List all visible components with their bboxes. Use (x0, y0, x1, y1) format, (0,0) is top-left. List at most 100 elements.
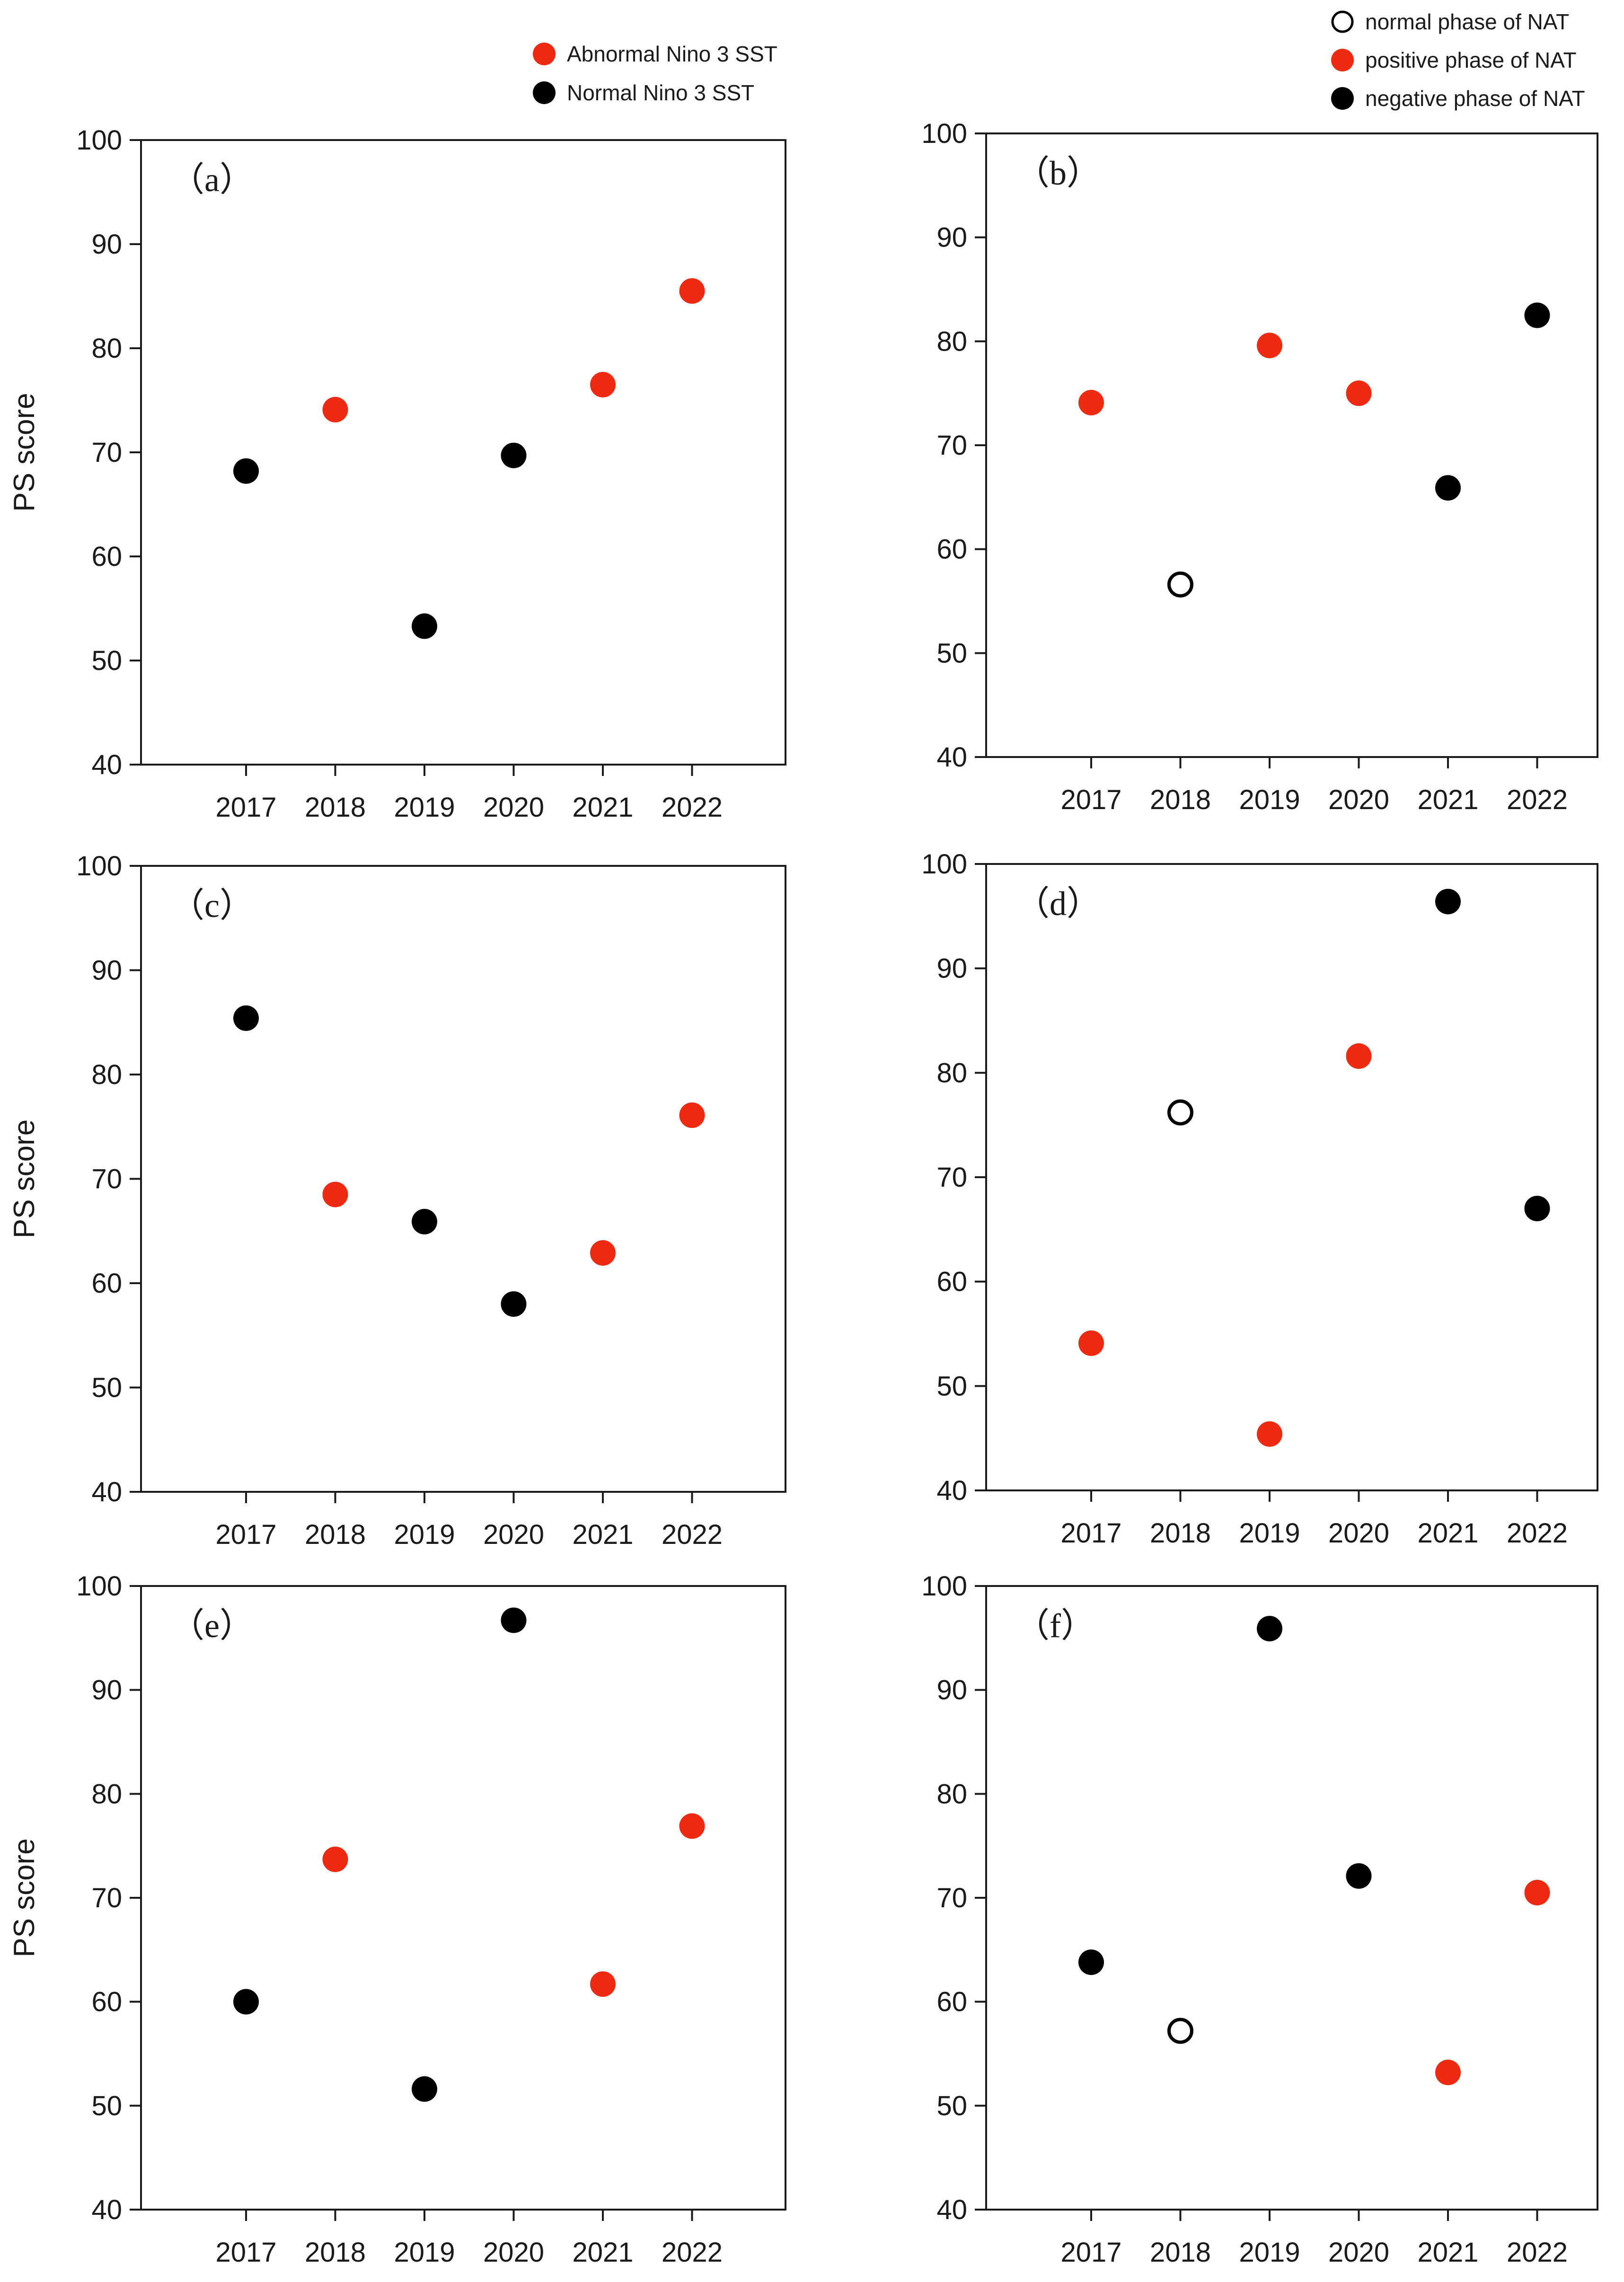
x-tick-label: 2020 (483, 2237, 544, 2268)
x-tick-label: 2021 (572, 2237, 633, 2268)
plot-frame (140, 139, 786, 766)
data-point-2019 (1257, 1421, 1282, 1447)
x-tick-label: 2019 (394, 792, 455, 823)
data-point-2019 (1257, 1616, 1282, 1642)
data-point-2022 (1524, 1196, 1550, 1222)
x-tick-label: 2019 (1239, 2237, 1300, 2268)
x-tick-label: 2022 (662, 1519, 723, 1550)
y-tick-label: 40 (936, 1475, 967, 1506)
panel-e: 40 50 60 70 80 90 100 2017 2018 2019 2020 2021 2022 P… (8, 1571, 786, 2268)
y-tick-label: 100 (76, 851, 122, 881)
y-tick-label: 90 (936, 953, 967, 984)
data-point-2018 (1167, 2018, 1193, 2044)
y-tick-label: 60 (936, 1267, 967, 1297)
data-point-2017 (1078, 1330, 1104, 1356)
x-tick-label: 2017 (215, 792, 276, 823)
panel-d: 40 50 60 70 80 90 100 2017 2018 2019 2020 2021 2022 （… (921, 849, 1598, 1549)
x-tick-label: 2017 (1060, 1518, 1121, 1549)
data-point-2022 (679, 1813, 705, 1839)
y-tick-label: 80 (91, 333, 122, 364)
x-tick-label: 2021 (1417, 2237, 1478, 2268)
legend-marker (1331, 49, 1354, 71)
plot-frame (140, 1585, 786, 2211)
y-tick-label: 70 (91, 437, 122, 468)
data-point-2021 (1435, 475, 1461, 501)
data-point-2021 (1435, 2060, 1461, 2086)
x-tick-label: 2022 (662, 2237, 723, 2268)
data-point-2022 (679, 278, 705, 304)
data-point-2018 (322, 1846, 348, 1872)
y-tick-label: 90 (91, 955, 122, 986)
legend-marker (1331, 87, 1354, 110)
data-point-2020 (501, 442, 527, 468)
y-tick-label: 90 (936, 1675, 967, 1706)
data-point-2021 (590, 372, 616, 397)
plot-frame (140, 865, 786, 1493)
x-tick-label: 2022 (662, 792, 723, 823)
y-tick-label: 40 (91, 2194, 122, 2225)
y-tick-label: 40 (91, 749, 122, 780)
panel-label: （e） (170, 1607, 254, 1645)
legend-nino3: Abnormal Nino 3 SST Normal Nino 3 SST (533, 42, 777, 105)
data-point-2018 (1167, 571, 1193, 598)
x-tick-label: 2021 (572, 792, 633, 823)
y-tick-label: 100 (921, 118, 967, 149)
y-tick-label: 50 (936, 2090, 967, 2121)
y-tick-label: 50 (936, 638, 967, 669)
legend-label: Abnormal Nino 3 SST (567, 42, 777, 66)
y-tick-label: 80 (936, 1779, 967, 1809)
x-tick-label: 2018 (1150, 784, 1211, 815)
y-tick-label: 100 (921, 1571, 967, 1602)
data-point-2017 (1078, 389, 1104, 415)
y-tick-label: 70 (936, 430, 967, 461)
data-point-2022 (1524, 302, 1550, 328)
data-point-2018 (1167, 1099, 1193, 1126)
legend-label: normal phase of NAT (1365, 9, 1569, 34)
y-tick-label: 100 (921, 849, 967, 880)
y-tick-label: 70 (936, 1162, 967, 1193)
y-axis-label: PS score (8, 1838, 41, 1957)
y-tick-label: 40 (91, 1477, 122, 1507)
y-axis-label: PS score (8, 393, 41, 512)
x-tick-label: 2018 (305, 2237, 366, 2268)
x-tick-label: 2021 (572, 1519, 633, 1550)
panel-label: （b） (1015, 154, 1101, 192)
legend-label: positive phase of NAT (1365, 48, 1577, 72)
x-tick-label: 2018 (1150, 2237, 1211, 2268)
panel-c: 40 50 60 70 80 90 100 2017 2018 2019 2020 2021 2022 P… (8, 851, 786, 1550)
y-tick-label: 60 (936, 534, 967, 565)
x-tick-label: 2022 (1507, 784, 1568, 815)
x-tick-label: 2020 (483, 1519, 544, 1550)
y-tick-label: 70 (936, 1883, 967, 1913)
y-tick-label: 50 (936, 1371, 967, 1401)
x-tick-label: 2017 (215, 2237, 276, 2268)
data-point-2020 (1346, 380, 1372, 406)
y-tick-label: 60 (91, 1268, 122, 1299)
x-tick-label: 2017 (215, 1519, 276, 1550)
data-point-2021 (590, 1240, 616, 1266)
x-tick-label: 2017 (1060, 784, 1121, 815)
data-point-2019 (1257, 333, 1282, 359)
y-tick-label: 80 (936, 1057, 967, 1088)
x-tick-label: 2020 (1328, 1518, 1389, 1549)
y-tick-label: 70 (91, 1883, 122, 1913)
plot-frame (985, 132, 1598, 758)
data-point-2017 (233, 458, 259, 484)
x-tick-label: 2020 (1328, 2237, 1389, 2268)
y-tick-label: 80 (91, 1779, 122, 1809)
legend-marker (533, 81, 556, 104)
panel-label: （a） (170, 161, 254, 199)
y-tick-label: 50 (91, 1373, 122, 1403)
x-tick-label: 2019 (1239, 1518, 1300, 1549)
y-tick-label: 100 (76, 125, 122, 156)
data-point-2019 (412, 1208, 437, 1234)
x-tick-label: 2018 (305, 792, 366, 823)
x-tick-label: 2017 (1060, 2237, 1121, 2268)
panel-f: 40 50 60 70 80 90 100 2017 2018 2019 2020 2021 2022 （… (921, 1571, 1598, 2268)
y-tick-label: 40 (936, 2194, 967, 2225)
data-point-2018 (322, 396, 348, 423)
x-tick-label: 2019 (1239, 784, 1300, 815)
legend-marker (533, 43, 556, 65)
x-tick-label: 2019 (394, 2237, 455, 2268)
